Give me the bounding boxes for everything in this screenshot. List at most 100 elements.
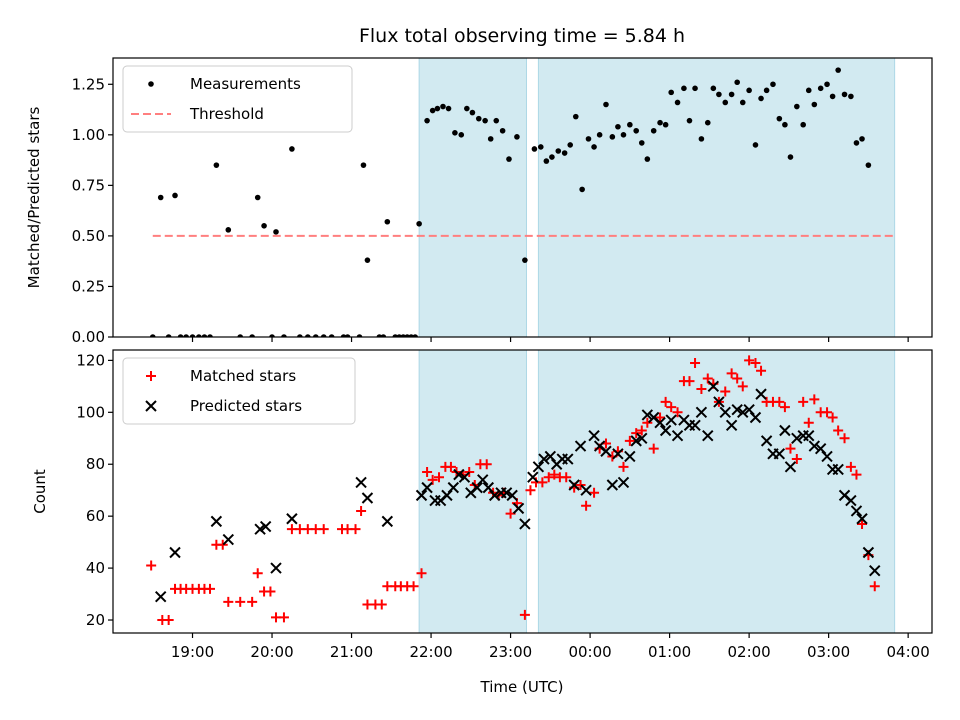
matched-point [356, 505, 367, 516]
matched-point [642, 417, 653, 428]
y-tick-label: 80 [86, 455, 105, 473]
measurement-point [172, 192, 178, 199]
predicted-point [636, 432, 648, 444]
predicted-point [695, 406, 708, 419]
y-tick-label: 1.00 [72, 126, 105, 144]
predicted-point [447, 481, 460, 494]
measurement-point [585, 136, 592, 142]
predicted-point [606, 479, 619, 491]
predicted-point [453, 468, 465, 481]
x-tick-label: 22:00 [409, 643, 452, 661]
x-tick-label: 04:00 [887, 643, 930, 661]
predicted-point [482, 481, 495, 494]
matched-point [845, 461, 856, 472]
measurement-point [835, 67, 841, 73]
measurement-point [201, 334, 208, 337]
matched-point [422, 467, 433, 478]
predicted-point [803, 429, 815, 442]
observing-window [537, 349, 896, 634]
predicted-point [832, 463, 844, 476]
measurement-point [686, 117, 693, 124]
measurement-point [633, 127, 640, 134]
measurement-point [531, 146, 538, 152]
predicted-point [737, 406, 749, 419]
measurement-point [746, 87, 752, 94]
measurement-point [429, 107, 436, 114]
matched-point [217, 539, 228, 550]
predicted-point [169, 546, 181, 559]
matched-point [636, 425, 647, 436]
matched-point [666, 402, 677, 413]
series-group [149, 67, 872, 337]
legend-label: Predicted stars [190, 397, 302, 415]
measurement-point [177, 334, 184, 337]
predicted-point [689, 419, 701, 432]
matched-point [376, 599, 387, 610]
predicted-point [719, 406, 731, 419]
predicted-point [568, 479, 580, 491]
measurement-point [273, 229, 279, 235]
matched-point [146, 560, 157, 571]
matched-point [434, 472, 445, 483]
measurement-point [817, 85, 824, 92]
measurement-point [475, 115, 482, 122]
measurement-point [627, 121, 633, 128]
predicted-point [784, 461, 797, 473]
predicted-point [527, 471, 539, 483]
matched-point [519, 609, 530, 620]
predicted-point [671, 429, 684, 442]
measurement-point [225, 227, 232, 233]
predicted-point [862, 546, 875, 559]
series-group [146, 355, 881, 626]
measurement-point [716, 91, 722, 98]
predicted-point [659, 424, 672, 437]
measurement-point [829, 93, 836, 100]
predicted-point [808, 440, 821, 452]
matched-point [205, 583, 216, 594]
measurement-point [681, 85, 687, 92]
observing-window [418, 57, 527, 338]
matched-point [744, 355, 755, 366]
measurement-point [692, 85, 698, 92]
matched-point [427, 474, 438, 485]
matched-point [672, 407, 683, 418]
matched-point [618, 461, 629, 472]
measurement-point [440, 103, 446, 110]
matched-point [851, 469, 862, 480]
legend-box [122, 65, 353, 133]
measurement-point [237, 334, 244, 337]
y-tick-label: 0.00 [72, 328, 105, 346]
measurement-point [787, 154, 794, 160]
legend-marker [145, 400, 157, 412]
measurement-point [165, 334, 172, 337]
predicted-point [600, 445, 612, 457]
y-tick-label: 20 [86, 611, 105, 629]
predicted-point [773, 448, 786, 460]
measurement-point [183, 334, 189, 337]
predicted-point [845, 494, 857, 507]
predicted-point [210, 515, 223, 528]
matched-point [252, 568, 263, 579]
measurement-point [824, 81, 830, 88]
predicted-point [755, 388, 767, 400]
matched-point [549, 469, 560, 480]
measurement-point [644, 156, 651, 162]
predicted-point [519, 518, 531, 530]
measurement-point [776, 115, 783, 122]
matched-point [655, 412, 666, 423]
x-tick-label: 21:00 [330, 643, 373, 661]
legend-marker [148, 81, 154, 87]
matched-point [696, 383, 707, 394]
y-tick-label: 0.50 [72, 227, 105, 245]
axes-frame [112, 57, 933, 338]
matched-point [726, 368, 737, 379]
matched-point [803, 417, 814, 428]
matched-point [779, 402, 790, 413]
measurement-point [662, 121, 669, 128]
measurement-point [269, 334, 275, 337]
measurement-point [499, 127, 506, 134]
predicted-point [779, 424, 791, 437]
predicted-point [381, 515, 394, 528]
matched-point [163, 615, 174, 626]
measurement-point [360, 162, 367, 168]
